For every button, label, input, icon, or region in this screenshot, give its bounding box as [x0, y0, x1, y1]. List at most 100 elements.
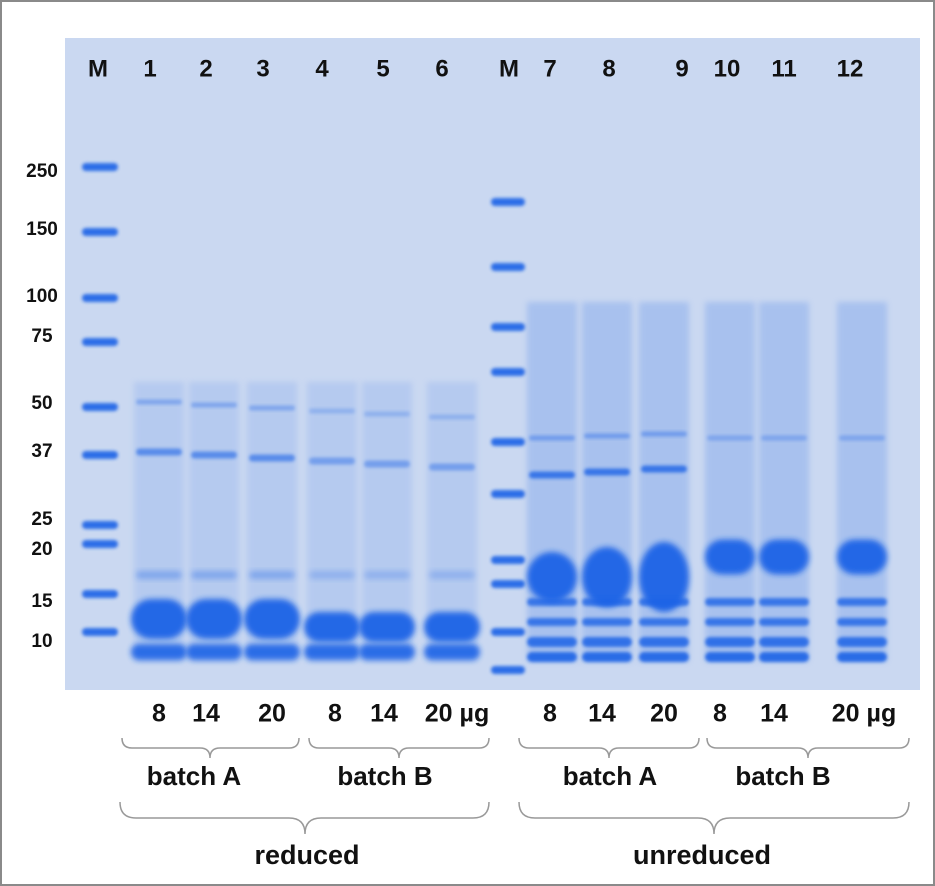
band — [639, 652, 689, 662]
band — [309, 457, 355, 465]
band — [705, 637, 755, 647]
band — [584, 433, 630, 439]
batch-label: batch A — [147, 761, 242, 791]
band — [527, 652, 577, 662]
band — [82, 628, 118, 636]
band — [529, 471, 575, 479]
lane-label: 10 — [714, 55, 741, 82]
band — [304, 644, 360, 660]
band — [527, 552, 577, 602]
band — [364, 460, 410, 468]
band — [491, 580, 525, 588]
band — [705, 618, 755, 626]
band — [429, 414, 475, 420]
band — [82, 403, 118, 411]
band — [491, 628, 525, 636]
band — [82, 521, 118, 529]
band — [249, 571, 295, 579]
band — [309, 408, 355, 414]
band — [584, 468, 630, 476]
load-label: 14 — [760, 700, 788, 728]
band — [759, 637, 809, 647]
band — [529, 435, 575, 441]
lane-label: 6 — [435, 55, 448, 82]
lane-label: 9 — [675, 55, 688, 82]
band — [304, 612, 360, 642]
band — [82, 294, 118, 302]
band — [491, 263, 525, 271]
brace — [121, 737, 300, 759]
load-label: 8 — [713, 700, 727, 728]
band — [641, 465, 687, 473]
brace — [518, 801, 910, 835]
condition-label: unreduced — [633, 840, 771, 870]
labels: M 1 2 3 4 5 6 M 7 8 9 10 11 1225015010075503725201510… — [26, 55, 896, 870]
band — [136, 448, 182, 456]
band — [582, 637, 632, 647]
band — [491, 666, 525, 674]
lane-label: 11 — [771, 55, 796, 82]
band — [82, 590, 118, 598]
brace — [518, 737, 700, 759]
load-label: 14 — [370, 700, 398, 728]
band — [837, 637, 887, 647]
band — [759, 539, 809, 575]
band — [82, 540, 118, 548]
band — [191, 402, 237, 408]
band — [491, 490, 525, 498]
mw-label: 100 — [26, 286, 58, 307]
band — [705, 539, 755, 575]
band — [837, 652, 887, 662]
band — [424, 612, 480, 642]
load-label: 8 — [152, 700, 166, 728]
lane-label: 5 — [376, 55, 389, 82]
band — [186, 599, 242, 639]
load-label: 20 µg — [832, 700, 896, 728]
band — [131, 644, 187, 660]
lane-label: 8 — [602, 55, 615, 82]
lane-label: 4 — [315, 55, 329, 82]
smear — [759, 302, 809, 662]
load-label: 20 — [258, 700, 286, 728]
band — [429, 571, 475, 579]
band — [491, 368, 525, 376]
brace — [706, 737, 910, 759]
brace — [119, 801, 490, 835]
band — [359, 612, 415, 642]
band — [244, 644, 300, 660]
band — [491, 198, 525, 206]
band — [582, 618, 632, 626]
band — [249, 454, 295, 462]
mw-label: 25 — [31, 509, 53, 530]
band — [639, 598, 689, 606]
band — [641, 431, 687, 437]
band — [82, 163, 118, 171]
band — [839, 435, 885, 441]
band — [837, 539, 887, 575]
band — [136, 571, 182, 579]
band — [491, 323, 525, 331]
smear — [837, 302, 887, 662]
band — [186, 644, 242, 660]
brace — [308, 737, 490, 759]
band — [131, 599, 187, 639]
bands — [82, 163, 887, 674]
band — [429, 463, 475, 471]
band — [364, 571, 410, 579]
band — [136, 399, 182, 405]
mw-label: 15 — [31, 591, 53, 612]
band — [364, 411, 410, 417]
load-label: 20 µg — [425, 700, 489, 728]
band — [761, 435, 807, 441]
band — [837, 598, 887, 606]
band — [527, 637, 577, 647]
load-label: 14 — [588, 700, 616, 728]
band — [249, 405, 295, 411]
mw-label: 37 — [31, 441, 52, 462]
lane-label: 3 — [256, 55, 269, 82]
band — [491, 438, 525, 446]
mw-label: 50 — [31, 393, 52, 414]
batch-label: batch B — [337, 761, 432, 791]
